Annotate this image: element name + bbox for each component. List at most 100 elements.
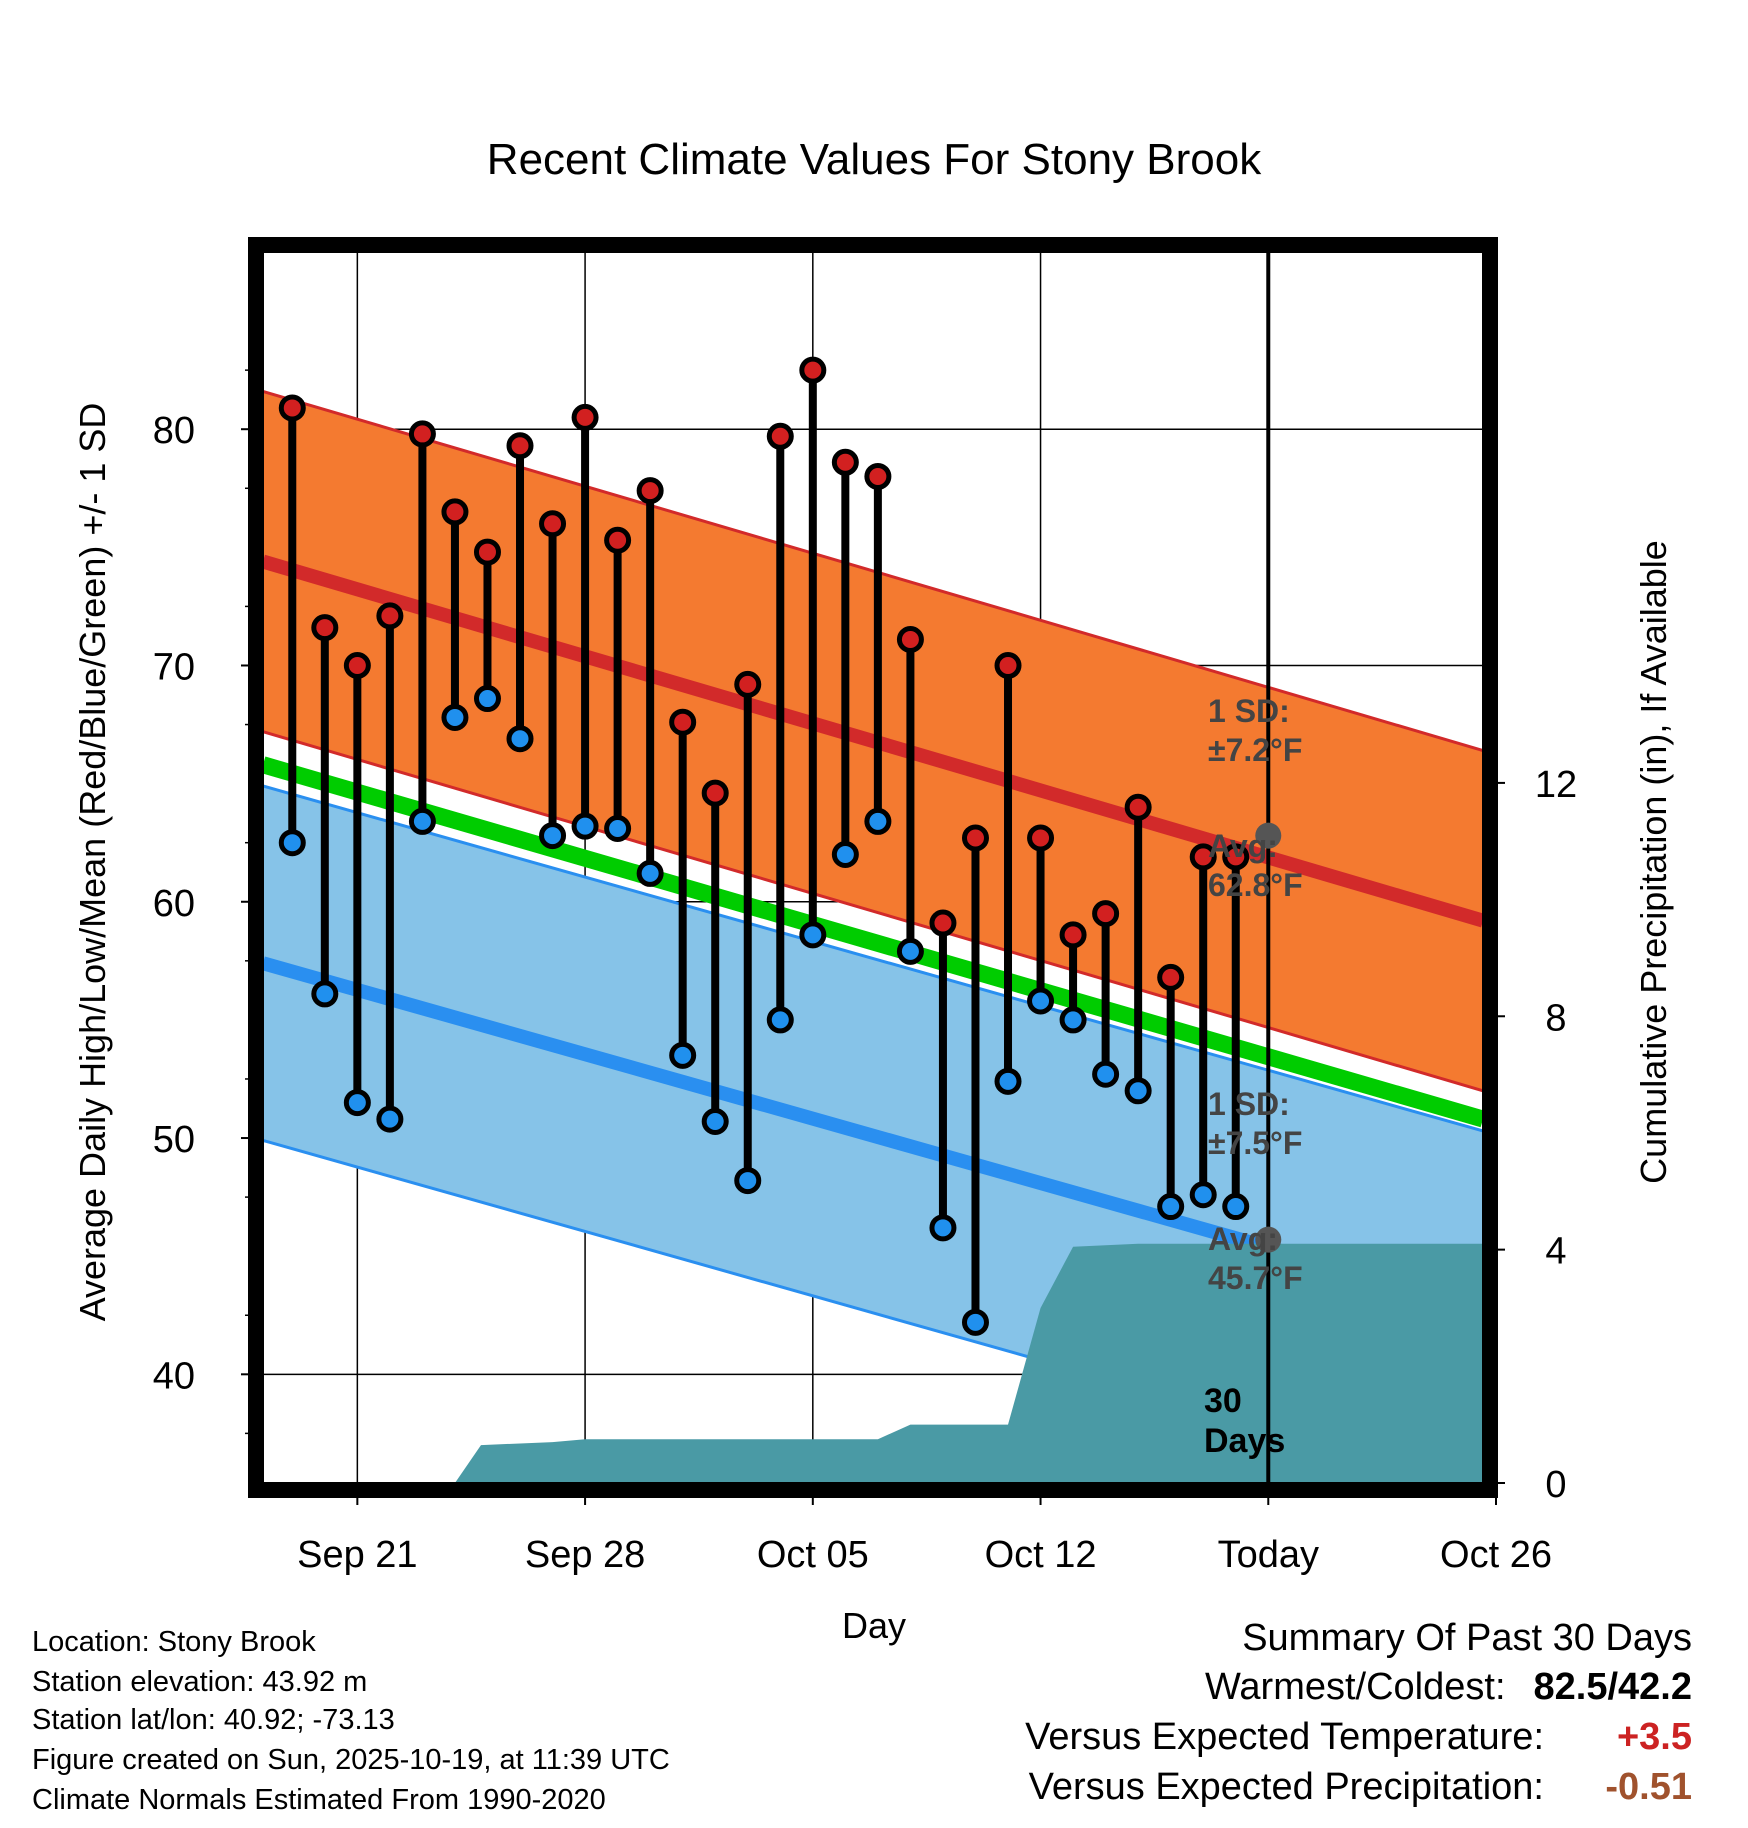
today-average-markers: [1255, 822, 1282, 1253]
day-high-point-13: [701, 779, 729, 807]
plot-frame: [248, 237, 1498, 1498]
summary-temp-row: Versus Expected Temperature: +3.5: [1025, 1716, 1692, 1759]
day-high-point-5: [441, 498, 469, 526]
day-high-point-12: [669, 708, 697, 736]
normals-text: Climate Normals Estimated From 1990-2020: [32, 1784, 606, 1816]
day-low-point-3: [376, 1105, 404, 1133]
day-low-point-23: [1027, 987, 1055, 1015]
day-high-point-22: [994, 651, 1022, 679]
high-avg-title: Avg:: [1208, 828, 1278, 864]
day-high-point-10: [604, 526, 632, 554]
day-high-point-25: [1092, 900, 1120, 928]
day-low-point-22: [994, 1067, 1022, 1095]
day-high-point-3: [376, 602, 404, 630]
latlon-text: Station lat/lon: 40.92; -73.13: [32, 1704, 395, 1736]
day-high-point-9: [571, 403, 599, 431]
y-right-tick-label-3: 12: [1535, 764, 1577, 806]
day-high-point-6: [473, 538, 501, 566]
summary-precip-row: Versus Expected Precipitation: -0.51: [1029, 1766, 1692, 1809]
plot-area: [263, 252, 1483, 1483]
high-sd-value: ±7.2°F: [1208, 732, 1302, 768]
y-left-tick-label-3: 70: [153, 646, 195, 688]
y-axis-right-label: Cumulative Precipitation (in), If Availa…: [1633, 540, 1674, 1184]
x-tick-label-2: Oct 05: [757, 1534, 869, 1576]
low-avg-title: Avg:: [1208, 1221, 1278, 1257]
chart-annotations: 1 SD: ±7.2°F Avg: 62.8°F 1 SD: ±7.5°F Av…: [1204, 693, 1303, 1460]
day-low-point-26: [1124, 1077, 1152, 1105]
day-high-point-28: [1189, 843, 1217, 871]
day-high-point-17: [831, 448, 859, 476]
day-low-point-20: [929, 1214, 957, 1242]
axes: Sep 21 Sep 28 Oct 05 Oct 12 Today Oct 2640506…: [153, 369, 1577, 1576]
created-text: Figure created on Sun, 2025-10-19, at 11…: [32, 1744, 670, 1776]
day-low-point-21: [961, 1308, 989, 1336]
days-word-label: Days: [1204, 1422, 1285, 1460]
day-low-point-27: [1157, 1193, 1185, 1221]
day-low-point-4: [408, 807, 436, 835]
day-high-point-8: [539, 510, 567, 538]
day-low-point-11: [636, 859, 664, 887]
day-high-point-23: [1027, 824, 1055, 852]
location-text: Location: Stony Brook: [32, 1626, 316, 1658]
day-high-point-4: [408, 420, 436, 448]
day-high-point-15: [766, 422, 794, 450]
day-low-point-25: [1092, 1060, 1120, 1088]
x-tick-label-1: Sep 28: [525, 1534, 645, 1576]
high-normal-band-upper-edge: [263, 389, 1483, 752]
day-low-point-7: [506, 725, 534, 753]
day-high-point-27: [1157, 963, 1185, 991]
day-low-point-18: [864, 807, 892, 835]
precip-label: Versus Expected Precipitation:: [1028, 1766, 1544, 1808]
summary-warmest-row: Warmest/Coldest: 82.5/42.2: [1205, 1666, 1692, 1709]
temp-label: Versus Expected Temperature:: [1025, 1716, 1544, 1758]
x-axis-label: Day: [842, 1605, 906, 1646]
day-low-point-29: [1222, 1193, 1250, 1221]
day-low-point-15: [766, 1006, 794, 1034]
day-low-point-14: [734, 1167, 762, 1195]
high-normal-band-lower-edge: [263, 730, 1483, 1093]
x-tick-label-3: Oct 12: [985, 1534, 1097, 1576]
day-high-point-16: [799, 356, 827, 384]
y-left-tick-label-1: 50: [153, 1119, 195, 1161]
day-high-point-0: [278, 394, 306, 422]
y-left-tick-label-4: 80: [153, 410, 195, 452]
day-low-point-9: [571, 812, 599, 840]
summary-title: Summary Of Past 30 Days: [1242, 1617, 1692, 1659]
warmest-value: 82.5/42.2: [1533, 1666, 1692, 1708]
high-normal-line: [263, 554, 1483, 928]
day-high-point-24: [1059, 921, 1087, 949]
x-tick-label-0: Sep 21: [297, 1534, 417, 1576]
days-number-label: 30: [1204, 1382, 1242, 1420]
today-low-average-marker: [1255, 1226, 1282, 1253]
day-low-point-2: [343, 1089, 371, 1117]
day-low-point-24: [1059, 1006, 1087, 1034]
day-low-point-17: [831, 841, 859, 869]
high-avg-value: 62.8°F: [1208, 867, 1303, 903]
elevation-text: Station elevation: 43.92 m: [32, 1666, 368, 1698]
day-high-point-1: [311, 614, 339, 642]
temp-value: +3.5: [1616, 1716, 1692, 1758]
low-normal-band-upper-edge: [263, 784, 1483, 1133]
mean-normal-line: [263, 756, 1483, 1128]
day-low-point-8: [539, 822, 567, 850]
day-low-point-13: [701, 1107, 729, 1135]
precipitation-fill: [263, 1243, 1483, 1483]
day-high-point-20: [929, 909, 957, 937]
day-high-point-29: [1222, 843, 1250, 871]
day-high-point-14: [734, 670, 762, 698]
day-low-point-16: [799, 921, 827, 949]
day-high-point-18: [864, 462, 892, 490]
day-low-point-6: [473, 685, 501, 713]
warmest-label: Warmest/Coldest:: [1204, 1666, 1506, 1708]
day-high-point-7: [506, 432, 534, 460]
day-low-point-19: [896, 937, 924, 965]
day-high-point-11: [636, 477, 664, 505]
daily-range-bars: [278, 356, 1250, 1336]
low-sd-value: ±7.5°F: [1208, 1125, 1302, 1161]
y-axis-left-label: Average Daily High/Low/Mean (Red/Blue/Gr…: [72, 403, 113, 1322]
y-right-tick-label-0: 0: [1545, 1464, 1566, 1506]
day-high-point-21: [961, 824, 989, 852]
x-tick-label-5: Oct 26: [1440, 1534, 1552, 1576]
today-high-average-marker: [1255, 822, 1282, 849]
